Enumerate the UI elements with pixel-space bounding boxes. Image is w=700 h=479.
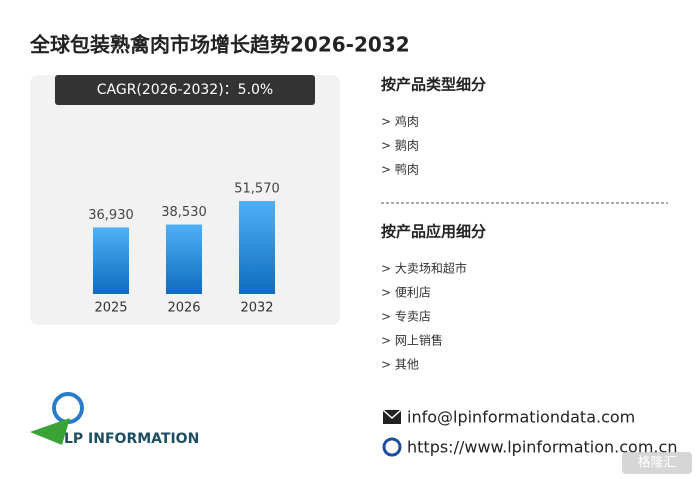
- email-icon-flap: [382, 409, 402, 420]
- segment-item: > 大卖场和超市: [381, 261, 467, 276]
- segment-item: > 便利店: [381, 286, 431, 300]
- category-label: 2025: [94, 301, 127, 316]
- bar-chart: 36,930 2025 38,530 2026 51,570 2032: [88, 182, 280, 316]
- segment-heading: 按产品应用细分: [381, 223, 486, 241]
- segment-item: > 鸭肉: [381, 163, 419, 177]
- badge-bg: [622, 452, 692, 474]
- bar: [93, 227, 129, 294]
- segment-item: > 鸡肉: [381, 114, 419, 129]
- web-icon: [382, 437, 402, 457]
- email: info@lpinformationdata.com: [407, 408, 635, 427]
- category-label: 2032: [240, 301, 273, 316]
- logo-icon: [52, 392, 84, 424]
- segment-item: > 其他: [381, 358, 419, 372]
- segment-item: > 鹅肉: [381, 139, 419, 153]
- cagr: CAGR(2026-2032)：5.0%: [97, 82, 273, 98]
- category-label: 2026: [167, 301, 200, 316]
- segment-heading: 按产品类型细分: [381, 76, 486, 94]
- bar: [239, 201, 275, 294]
- value-label: 51,570: [234, 182, 280, 197]
- bar: [166, 224, 202, 294]
- cagr-box: [55, 75, 315, 105]
- website: https://www.lpinformation.com.cn: [407, 438, 677, 457]
- source-badge: 格隆汇: [637, 455, 676, 471]
- segment-item: > 网上销售: [381, 333, 443, 348]
- value-label: 38,530: [161, 205, 207, 220]
- logo-text: LP INFORMATION: [64, 431, 199, 447]
- segment-item: > 专卖店: [381, 309, 431, 324]
- value-label: 36,930: [88, 208, 134, 223]
- title: 全球包装熟禽肉市场增长趋势2026-2032: [29, 33, 410, 57]
- logo-swoosh: [30, 418, 70, 445]
